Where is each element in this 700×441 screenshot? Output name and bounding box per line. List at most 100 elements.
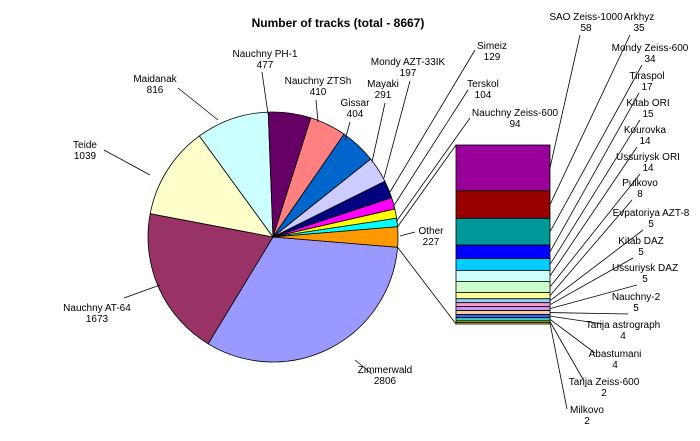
bar-segment-kitab-ori — [455, 258, 551, 271]
bar-value-abastumani: 4 — [612, 360, 618, 371]
pie-label-nauchny-ztsh: Nauchny ZTSh — [285, 76, 352, 87]
bar-value-kitab-daz: 5 — [638, 247, 644, 258]
bar-segment-sao-zeiss-1000 — [455, 144, 551, 192]
pie-slice-nauchny-at-64 — [147, 213, 274, 345]
bar-label-kitab-daz: Kitab DAZ — [618, 236, 664, 247]
pie-slice-zimmerwald — [207, 236, 399, 363]
bar-segment-arkhyz — [455, 190, 551, 219]
pie-value-gissar: 404 — [347, 109, 364, 120]
bar-segment-milkovo — [455, 322, 551, 325]
bar-label-nauchny-2: Nauchny-2 — [612, 292, 661, 303]
bar-value-tiraspol: 17 — [641, 82, 653, 93]
bar-segment-abastumani — [455, 317, 551, 322]
leader-line-ussuriysk-ori — [549, 173, 641, 288]
leader-line-abastumani — [549, 318, 596, 354]
bar-value-kitab-ori: 15 — [642, 109, 654, 120]
pie-value-mondy-azt-33ik: 197 — [400, 68, 417, 79]
leader-line-teide — [103, 149, 151, 176]
pie-label-mondy-azt-33ik: Mondy AZT-33IK — [371, 57, 446, 68]
leader-line-kitab-daz — [549, 257, 634, 306]
bar-segment-evpatoriya-azt-8 — [455, 298, 551, 304]
pie-value-simeiz: 129 — [484, 52, 501, 63]
pie-value-maidanak: 816 — [147, 85, 164, 96]
pie-label-nauchny-ph-1: Nauchny PH-1 — [232, 49, 297, 60]
bar-value-tarija-astrograph: 4 — [620, 331, 626, 342]
pie-value-teide: 1039 — [74, 151, 97, 162]
bar-value-arkhyz: 35 — [633, 23, 645, 34]
bar-label-tiraspol: Tiraspol — [629, 71, 664, 82]
pie-label-maidanak: Maidanak — [133, 74, 177, 85]
leader-line-kitab-ori — [549, 119, 641, 265]
leader-line-mondy-zeiss-600 — [549, 64, 643, 232]
leader-line-simeiz — [389, 49, 476, 193]
bar-segment-kourovka — [455, 269, 551, 282]
bar-segment-ussuriysk-ori — [455, 281, 551, 293]
bar-value-nauchny-2: 5 — [633, 303, 639, 314]
pie-slice-other — [272, 226, 399, 248]
bar-value-pulkovo: 8 — [637, 189, 643, 200]
pie-label-mayaki: Mayaki — [367, 79, 399, 90]
bar-label-mondy-zeiss-600: Mondy Zeiss-600 — [612, 43, 689, 54]
bar-segment-pulkovo — [455, 292, 551, 300]
bar-label-arkhyz: Arkhyz — [624, 12, 655, 23]
leader-line-ussuriysk-daz — [549, 284, 638, 310]
pie-value-nauchny-ztsh: 410 — [310, 87, 327, 98]
leader-line-pulkovo — [549, 199, 633, 296]
bar-segment-tiraspol — [455, 244, 551, 259]
leader-line-maidanak — [177, 87, 219, 121]
bar-value-kourovka: 14 — [639, 136, 651, 147]
bar-segment-tarija-astrograph — [455, 314, 551, 319]
bar-value-ussuriysk-ori: 14 — [642, 163, 654, 174]
bar-label-tarija-astrograph: Tarija astrograph — [586, 320, 660, 331]
pie-label-teide: Teide — [73, 140, 97, 151]
connector-line-top — [397, 144, 457, 227]
pie-label-nauchny-zeiss-600: Nauchny Zeiss-600 — [472, 108, 559, 119]
leader-line-mayaki — [371, 102, 386, 163]
pie-value-zimmerwald: 2806 — [374, 376, 397, 387]
bar-label-sao-zeiss-1000: SAO Zeiss-1000 — [549, 12, 623, 23]
leader-line-tarija-zeiss-600 — [549, 321, 585, 382]
pie-value-other: 227 — [423, 237, 440, 248]
bar-label-pulkovo: Pulkovo — [622, 178, 658, 189]
bar-label-tarija-zeiss-600: Tarija Zeiss-600 — [569, 377, 640, 388]
bar-label-kourovka: Kourovka — [624, 125, 667, 136]
leader-line-milkovo — [549, 323, 568, 410]
bar-value-sao-zeiss-1000: 58 — [580, 23, 592, 34]
pie-value-nauchny-at-64: 1673 — [86, 314, 109, 325]
bar-label-ussuriysk-daz: Ussuriysk DAZ — [612, 263, 678, 274]
leader-line-sao-zeiss-1000 — [549, 34, 581, 168]
leader-line-nauchny-zeiss-600 — [395, 117, 471, 223]
pie-label-nauchny-at-64: Nauchny AT-64 — [63, 303, 131, 314]
leader-line-nauchny-at-64 — [123, 284, 161, 299]
bar-segment-ussuriysk-daz — [455, 306, 551, 311]
bar-value-mondy-zeiss-600: 34 — [644, 54, 656, 65]
pie-label-zimmerwald: Zimmerwald — [358, 365, 412, 376]
leader-line-mondy-azt-33ik — [383, 80, 411, 179]
pie-value-terskol: 104 — [475, 90, 492, 101]
bar-label-milkovo: Milkovo — [570, 405, 604, 416]
bar-value-tarija-zeiss-600: 2 — [601, 388, 607, 399]
bar-value-ussuriysk-daz: 5 — [642, 274, 648, 285]
chart-title: Number of tracks (total - 8667) — [252, 16, 425, 30]
bar-value-evpatoriya-azt-8: 5 — [648, 219, 654, 230]
leader-line-tiraspol — [549, 92, 640, 253]
pie-value-mayaki: 291 — [375, 90, 392, 101]
pie-value-nauchny-ph-1: 477 — [257, 60, 274, 71]
leader-line-nauchny-ph-1 — [261, 71, 269, 115]
leader-line-nauchny-ztsh — [315, 99, 319, 123]
bar-label-ussuriysk-ori: Ussuriysk ORI — [616, 152, 680, 163]
bar-label-evpatoriya-azt-8: Evpatoriya AZT-8 — [613, 208, 690, 219]
pie-label-gissar: Gissar — [341, 98, 371, 109]
leader-line-gissar — [344, 121, 351, 141]
leader-line-zimmerwald — [354, 359, 373, 375]
leader-line-kourovka — [549, 146, 638, 277]
leader-line-evpatoriya-azt-8 — [549, 229, 644, 302]
bar-label-kitab-ori: Kitab ORI — [626, 98, 669, 109]
pie-label-other: Other — [418, 226, 444, 237]
pie-label-terskol: Terskol — [467, 79, 499, 90]
pie-slice-teide — [149, 135, 274, 238]
pie-value-nauchny-zeiss-600: 94 — [509, 119, 521, 130]
bar-segment-nauchny-2 — [455, 310, 551, 315]
